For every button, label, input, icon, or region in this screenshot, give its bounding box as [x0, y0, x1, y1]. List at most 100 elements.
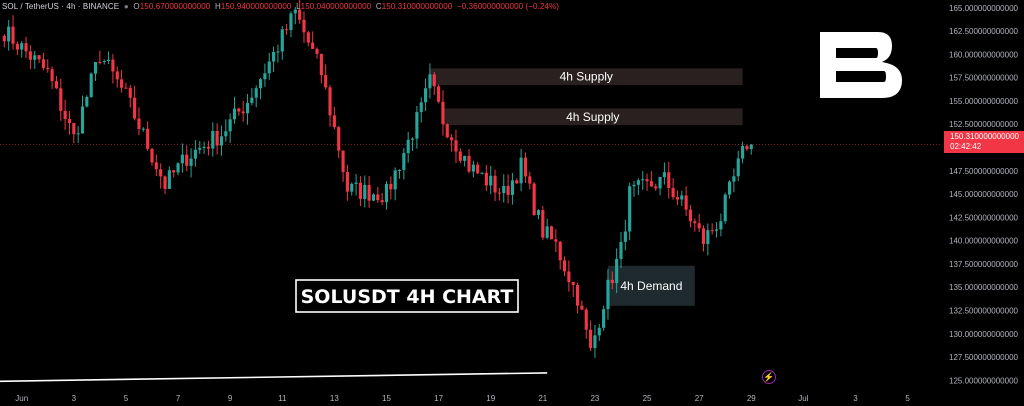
candle-body[interactable] [519, 157, 523, 184]
candle-body[interactable] [688, 209, 693, 222]
candle-body[interactable] [141, 128, 145, 130]
candle-body[interactable] [406, 139, 410, 154]
candle-body[interactable] [245, 102, 250, 114]
candle-body[interactable] [515, 180, 519, 184]
candle-body[interactable] [732, 176, 736, 182]
candle-body[interactable] [67, 119, 72, 124]
candle-body[interactable] [554, 239, 558, 242]
candle-body[interactable] [180, 154, 184, 164]
candle-body[interactable] [272, 52, 276, 62]
candle-body[interactable] [736, 158, 740, 177]
candle-body[interactable] [163, 176, 167, 189]
candle-body[interactable] [33, 55, 37, 60]
candle-body[interactable] [701, 228, 706, 245]
candle-body[interactable] [463, 155, 467, 161]
candle-body[interactable] [11, 26, 15, 44]
candle-body[interactable] [671, 188, 675, 198]
candle-body[interactable] [571, 281, 575, 285]
candle-body[interactable] [589, 329, 593, 349]
candle-body[interactable] [710, 230, 714, 232]
candle-body[interactable] [384, 183, 389, 203]
candle-body[interactable] [289, 13, 293, 31]
demand-zone[interactable] [607, 265, 695, 306]
candle-body[interactable] [523, 157, 528, 177]
candle-body[interactable] [397, 169, 402, 171]
candle-body[interactable] [124, 87, 128, 89]
candle-body[interactable] [224, 131, 228, 137]
candle-body[interactable] [59, 88, 63, 111]
candle-body[interactable] [20, 43, 24, 50]
candle-body[interactable] [120, 79, 124, 88]
candle-body[interactable] [237, 108, 241, 112]
candle-body[interactable] [536, 210, 541, 216]
candle-body[interactable] [345, 171, 349, 192]
candle-body[interactable] [137, 118, 141, 130]
candle-body[interactable] [232, 108, 237, 120]
candle-body[interactable] [628, 186, 632, 232]
candle-body[interactable] [541, 210, 545, 238]
candle-body[interactable] [584, 309, 588, 330]
candle-body[interactable] [402, 153, 406, 170]
candle-body[interactable] [133, 97, 137, 119]
candle-body[interactable] [428, 74, 432, 89]
candle-body[interactable] [532, 183, 536, 216]
candle-body[interactable] [745, 145, 749, 149]
y-axis[interactable] [940, 0, 1024, 406]
candle-body[interactable] [684, 195, 688, 210]
candle-body[interactable] [354, 182, 358, 184]
candle-body[interactable] [528, 176, 532, 184]
candle-body[interactable] [723, 194, 727, 222]
candle-body[interactable] [471, 164, 475, 172]
candle-body[interactable] [206, 146, 211, 149]
candle-body[interactable] [254, 88, 258, 98]
candle-body[interactable] [154, 162, 158, 170]
candle-body[interactable] [258, 79, 263, 89]
candle-body[interactable] [306, 32, 310, 43]
candle-body[interactable] [63, 110, 67, 120]
candle-body[interactable] [458, 151, 462, 161]
candle-body[interactable] [706, 230, 710, 245]
candle-body[interactable] [128, 87, 132, 98]
candle-body[interactable] [193, 149, 197, 159]
candle-body[interactable] [545, 226, 549, 238]
candle-body[interactable] [749, 144, 753, 149]
candle-body[interactable] [441, 101, 445, 125]
candle-body[interactable] [341, 150, 345, 172]
candle-body[interactable] [28, 51, 32, 60]
candle-body[interactable] [276, 51, 280, 53]
candle-body[interactable] [337, 127, 341, 151]
candle-body[interactable] [597, 327, 601, 336]
supply-zone[interactable] [442, 108, 743, 126]
candle-body[interactable] [332, 115, 336, 128]
candle-body[interactable] [719, 221, 723, 230]
candle-body[interactable] [298, 9, 302, 20]
candle-body[interactable] [662, 172, 666, 177]
candle-body[interactable] [506, 185, 510, 195]
candle-body[interactable] [159, 169, 163, 177]
candle-body[interactable] [415, 112, 419, 139]
candle-body[interactable] [623, 231, 627, 242]
candle-body[interactable] [146, 128, 150, 149]
candle-body[interactable] [680, 195, 684, 200]
candle-body[interactable] [115, 71, 119, 80]
candle-body[interactable] [693, 221, 697, 224]
candle-body[interactable] [219, 136, 224, 146]
candle-body[interactable] [567, 271, 571, 282]
candle-body[interactable] [7, 26, 11, 42]
candle-body[interactable] [367, 184, 371, 201]
candle-body[interactable] [419, 102, 423, 113]
candle-body[interactable] [510, 180, 514, 195]
candle-body[interactable] [380, 200, 384, 203]
candle-body[interactable] [46, 67, 50, 70]
candle-body[interactable] [241, 111, 245, 114]
candle-body[interactable] [432, 74, 436, 87]
candle-body[interactable] [54, 81, 59, 89]
candle-body[interactable] [89, 73, 93, 97]
candle-body[interactable] [636, 180, 640, 185]
candle-body[interactable] [172, 170, 176, 173]
candle-body[interactable] [311, 42, 315, 49]
candle-body[interactable] [302, 19, 306, 33]
lightning-icon[interactable]: ⚡ [762, 370, 776, 384]
candle-body[interactable] [450, 137, 454, 141]
